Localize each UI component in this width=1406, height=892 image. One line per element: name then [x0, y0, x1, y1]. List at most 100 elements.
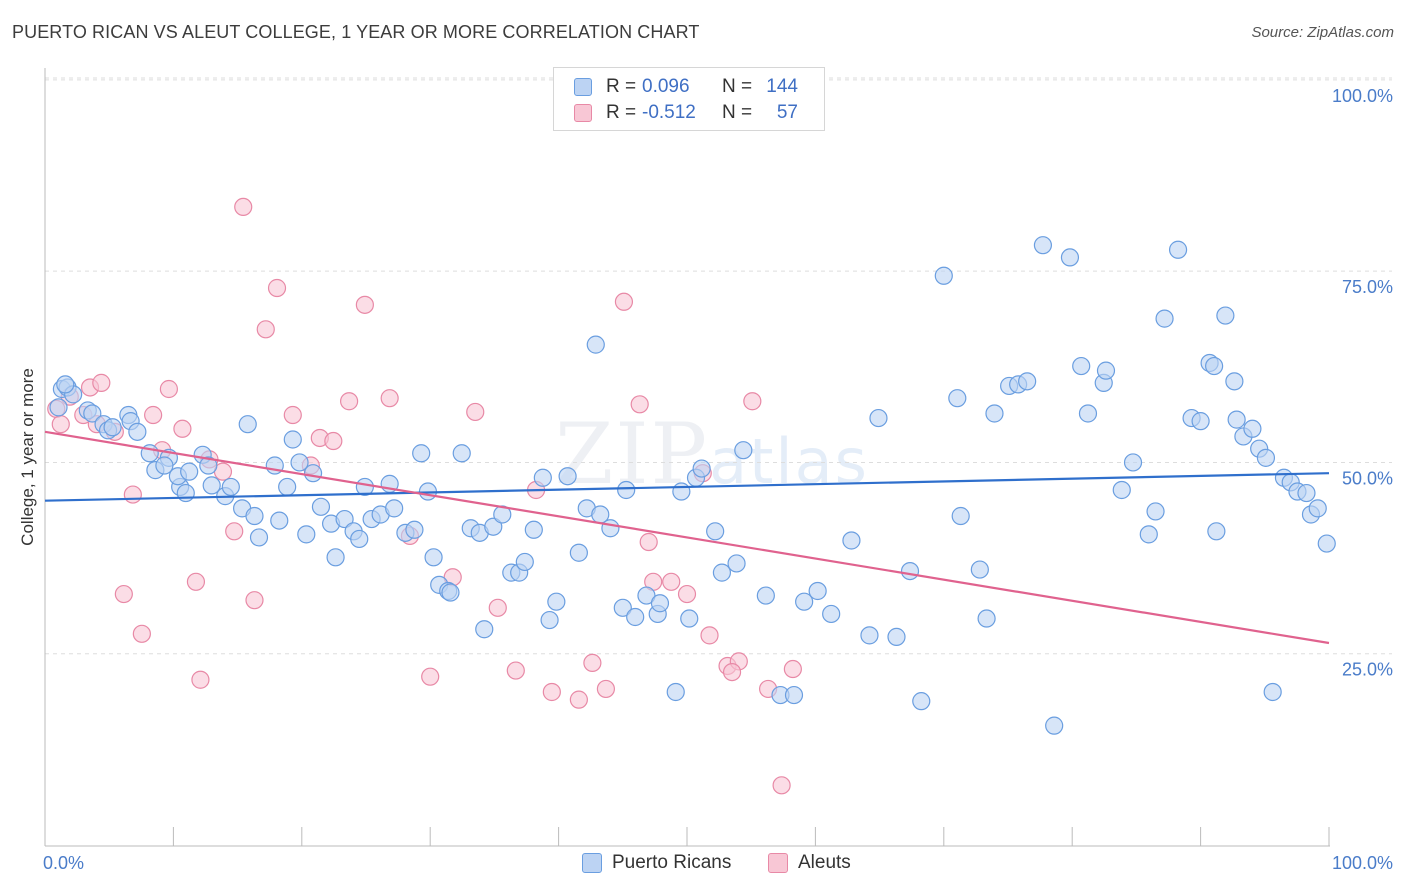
aleut-point: [324, 431, 343, 451]
puerto-rican-point: [1317, 534, 1336, 553]
puerto-rican-point: [985, 404, 1004, 423]
legend-n-label: N =: [722, 102, 753, 123]
puerto-rican-point: [1096, 361, 1116, 380]
puerto-rican-point: [1146, 502, 1165, 521]
puerto-rican-point: [784, 685, 804, 705]
puerto-rican-point: [692, 459, 711, 478]
aleut-point: [340, 392, 359, 411]
aleut-point: [144, 405, 163, 425]
aleut-point: [722, 662, 742, 682]
bottom-legend-aleuts: Aleuts: [768, 852, 851, 874]
aleut-point: [488, 598, 507, 617]
puerto-rican-point: [860, 626, 879, 645]
puerto-rican-point: [180, 462, 199, 481]
puerto-rican-point: [795, 592, 814, 611]
puerto-rican-point: [1072, 356, 1091, 376]
puerto-rican-point: [297, 525, 316, 544]
puerto-rican-point: [1060, 248, 1080, 267]
bottom-legend-label: Aleuts: [798, 852, 851, 873]
puerto-rican-point: [424, 548, 443, 567]
puerto-rican-point: [977, 609, 996, 628]
source-label: Source: ZipAtlas.com: [1251, 24, 1394, 41]
aleut-point: [191, 670, 210, 689]
puerto-rican-point: [887, 627, 906, 646]
aleut-point: [380, 389, 399, 408]
aleut-point: [283, 405, 302, 425]
y-tick-label: 50.0%: [1342, 468, 1393, 488]
puerto-rican-point: [613, 598, 632, 617]
legend-n-value: 144: [766, 76, 798, 97]
puerto-rican-point: [283, 430, 302, 449]
puerto-rican-point: [1191, 412, 1210, 431]
puerto-rican-point: [617, 480, 636, 500]
aleut-point: [630, 395, 649, 414]
puerto-rican-point: [350, 529, 369, 549]
puerto-rican-point: [934, 266, 953, 285]
aleut-point: [700, 626, 719, 645]
puerto-rican-point: [249, 528, 269, 547]
puerto-rican-point: [1227, 410, 1246, 429]
puerto-rican-point: [706, 522, 725, 541]
puerto-rican-point: [842, 531, 861, 550]
puerto-rican-point: [1308, 499, 1327, 518]
bottom-legend-swatch-blue: [582, 853, 602, 873]
aleut-point: [421, 667, 440, 686]
aleut-point: [662, 572, 681, 591]
puerto-rican-point: [202, 476, 221, 495]
puerto-rican-point: [948, 389, 967, 408]
aleut-point: [677, 584, 697, 604]
puerto-rican-point: [221, 477, 240, 497]
aleut-point: [51, 415, 70, 434]
puerto-rican-point: [1018, 372, 1037, 391]
puerto-rican-point: [637, 586, 656, 605]
puerto-rican-point: [176, 483, 195, 503]
puerto-rican-point: [1216, 306, 1235, 325]
puerto-rican-point: [712, 563, 732, 582]
puerto-rican-point: [626, 607, 645, 627]
aleut-point: [114, 584, 133, 604]
puerto-rican-point: [385, 499, 404, 518]
puerto-rican-point: [245, 506, 264, 526]
aleut-point: [596, 679, 616, 699]
legend-row-puerto-ricans: R = 0.096 N = 144: [574, 75, 798, 99]
puerto-rican-point: [155, 456, 174, 475]
puerto-rican-point: [558, 467, 577, 486]
aleut-point: [466, 402, 485, 422]
puerto-rican-point: [326, 548, 345, 567]
y-tick-label: 25.0%: [1342, 660, 1393, 680]
aleut-point: [743, 392, 762, 411]
puerto-rican-point: [1205, 356, 1224, 376]
aleut-point: [92, 373, 111, 392]
legend-r-label: R =: [606, 76, 637, 97]
legend-n-label: N =: [722, 76, 753, 97]
puerto-rican-point: [672, 482, 691, 501]
puerto-rican-point: [49, 398, 68, 417]
puerto-rican-point: [569, 543, 588, 562]
puerto-rican-point: [586, 335, 605, 354]
puerto-rican-point: [533, 468, 552, 487]
puerto-rican-point: [1139, 525, 1158, 544]
puerto-rican-point: [1263, 682, 1282, 702]
bottom-legend-puerto-ricans: Puerto Ricans: [582, 852, 731, 874]
stats-legend: R = 0.096 N = 144 R = -0.512 N = 57: [553, 67, 825, 131]
puerto-rican-point: [900, 561, 920, 581]
aleut-point: [355, 295, 374, 314]
puerto-rican-point: [951, 506, 970, 526]
aleut-point: [234, 197, 253, 217]
puerto-rican-point: [83, 404, 102, 423]
puerto-rican-point: [869, 408, 888, 428]
aleut-point: [783, 659, 802, 679]
aleut-point: [614, 292, 634, 311]
puerto-rican-point: [475, 620, 494, 639]
puerto-rican-point: [1225, 372, 1244, 391]
puerto-rican-point: [303, 464, 323, 483]
puerto-rican-point: [540, 610, 559, 630]
puerto-rican-point: [1256, 448, 1276, 467]
aleut-point: [173, 419, 192, 438]
puerto-rican-point: [311, 497, 331, 516]
puerto-rican-point: [1045, 716, 1064, 735]
puerto-rican-point: [290, 453, 309, 472]
aleut-point: [569, 690, 588, 709]
aleut-point: [639, 532, 658, 552]
puerto-rican-point: [970, 560, 989, 579]
